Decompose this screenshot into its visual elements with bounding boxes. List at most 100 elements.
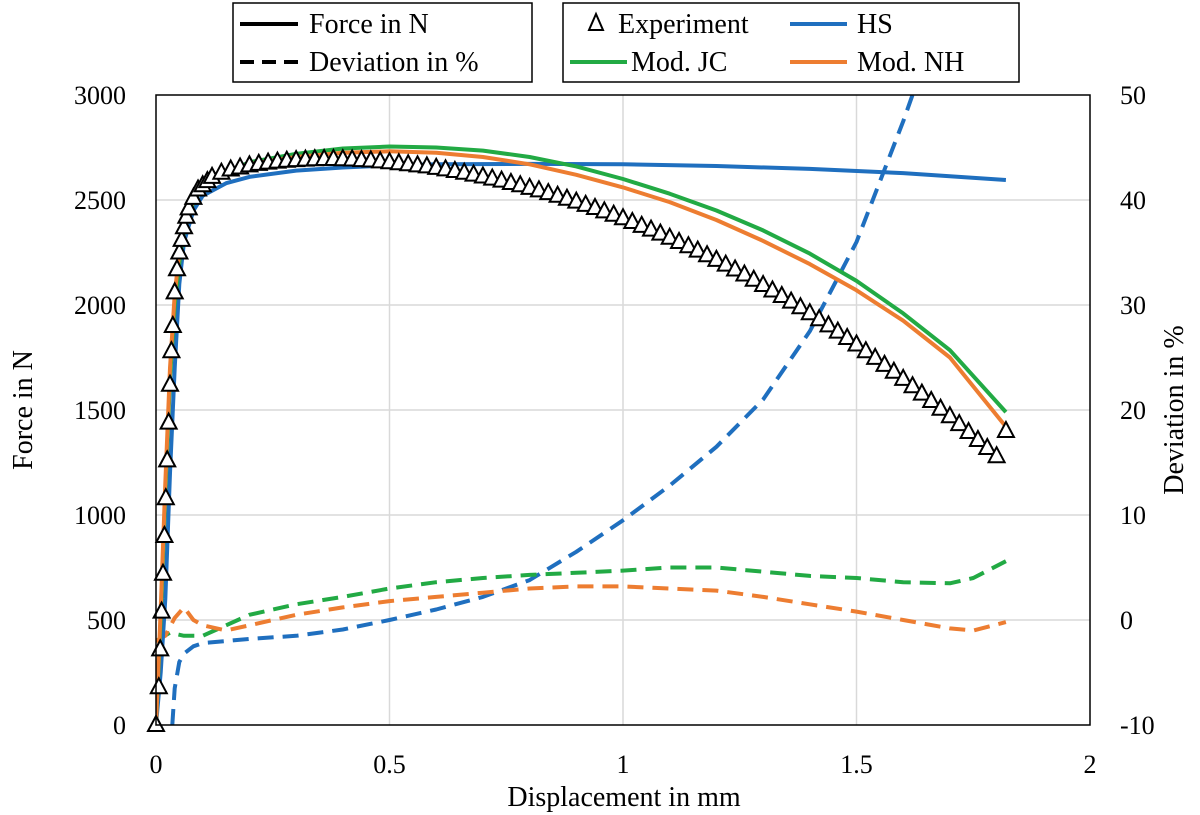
x-tick-label: 2 <box>1084 750 1097 779</box>
experiment-point <box>169 241 190 260</box>
experiment-point <box>837 326 857 345</box>
experiment-point <box>986 445 1007 464</box>
experiment-point <box>179 197 199 216</box>
legend-experiment-label: Experiment <box>618 9 749 40</box>
experiment-point <box>856 340 876 359</box>
experiment-point <box>716 253 736 272</box>
mod-nh-line <box>156 149 1008 725</box>
experiment-point <box>762 279 783 298</box>
legend-linestyle-frame <box>232 2 533 83</box>
experiment-point <box>893 367 913 386</box>
experiment-point <box>725 258 745 277</box>
experiment-point <box>902 375 923 394</box>
experiment-point <box>949 412 969 432</box>
legend-hs-label: HS <box>857 9 893 40</box>
experiment-point <box>167 258 187 277</box>
legend-linestyle: Force in N Deviation in % <box>232 2 533 83</box>
experiment-point <box>650 222 671 241</box>
x-tick-label: 1.5 <box>840 750 873 779</box>
y2-axis-title: Deviation in % <box>1159 325 1190 495</box>
series-layer <box>146 95 1016 732</box>
experiment-point <box>940 405 960 424</box>
experiment-point <box>697 244 717 263</box>
experiment-markers <box>146 147 1016 732</box>
experiment-point <box>734 263 755 282</box>
experiment-point <box>996 419 1016 438</box>
experiment-point <box>660 226 680 245</box>
x-axis-title: Displacement in mm <box>507 782 741 813</box>
plot-frame <box>155 94 1091 726</box>
experiment-point <box>977 436 997 456</box>
experiment-point <box>968 428 988 448</box>
experiment-point <box>157 449 177 468</box>
y-tick-label: 3000 <box>74 81 126 110</box>
y-tick-label: 1000 <box>74 501 126 530</box>
experiment-point <box>151 600 172 619</box>
experiment-point <box>865 346 885 365</box>
experiment-point <box>912 382 932 401</box>
experiment-point <box>753 273 773 293</box>
experiment-point <box>156 487 176 506</box>
legend-nh-label: Mod. NH <box>857 47 964 78</box>
y2-tick-label: 50 <box>1120 81 1146 110</box>
y-axis-title: Force in N <box>8 350 39 470</box>
hs-deviation-line <box>170 95 915 725</box>
tick-labels: 0 0.5 1 1.5 2050010001500200025003000-100102… <box>74 81 1155 779</box>
y2-tick-label: 0 <box>1120 606 1133 635</box>
experiment-point <box>930 397 951 416</box>
experiment-point <box>632 214 652 233</box>
experiment-point <box>161 340 182 359</box>
experiment-point <box>846 333 867 352</box>
experiment-point <box>150 638 170 657</box>
legend-jc-label: Mod. JC <box>631 47 727 78</box>
legend-deviation-label: Deviation in % <box>309 47 479 78</box>
grid <box>156 95 1090 725</box>
experiment-point <box>613 207 633 226</box>
x-tick-label: 0.5 <box>373 750 406 779</box>
y2-tick-label: 30 <box>1120 291 1146 320</box>
legend-experiment-marker <box>587 11 605 31</box>
x-tick-label: 0 <box>150 750 163 779</box>
experiment-point <box>958 420 979 440</box>
x-tick-label: 1 <box>617 750 630 779</box>
experiment-point <box>669 230 689 249</box>
y-tick-label: 0 <box>113 711 126 740</box>
experiment-point <box>149 676 169 695</box>
experiment-point <box>800 302 820 321</box>
y2-tick-label: -10 <box>1120 711 1155 740</box>
legend-series: Experiment HS Mod. JC Mod. NH <box>562 2 1020 83</box>
experiment-point <box>809 308 829 327</box>
experiment-point <box>884 360 904 379</box>
mod-nh-deviation-line <box>156 584 1007 643</box>
experiment-point <box>874 353 895 372</box>
experiment-point <box>744 268 764 287</box>
experiment-point <box>154 524 175 543</box>
y2-tick-label: 10 <box>1120 501 1146 530</box>
hs-line <box>156 161 1007 725</box>
y-tick-label: 2500 <box>74 186 126 215</box>
legend-series-frame <box>562 2 1020 83</box>
experiment-point <box>678 235 699 254</box>
experiment-point <box>172 228 192 247</box>
experiment-point <box>706 248 727 267</box>
y-tick-label: 2000 <box>74 291 126 320</box>
y2-tick-label: 40 <box>1120 186 1146 215</box>
experiment-point <box>603 203 624 222</box>
y2-tick-label: 20 <box>1120 396 1146 425</box>
experiment-point <box>174 216 194 235</box>
experiment-point <box>781 290 801 309</box>
legend-force-label: Force in N <box>309 9 429 40</box>
experiment-point <box>641 218 661 237</box>
experiment-point <box>688 239 708 258</box>
experiment-point <box>163 314 183 333</box>
experiment-point <box>772 284 792 303</box>
experiment-point <box>790 296 811 315</box>
y-tick-label: 1500 <box>74 396 126 425</box>
mod-jc-deviation-line <box>156 559 1007 643</box>
experiment-point <box>622 210 643 230</box>
experiment-point <box>158 411 179 430</box>
y-tick-label: 500 <box>87 606 126 635</box>
experiment-point <box>828 320 848 339</box>
experiment-point <box>160 373 180 392</box>
